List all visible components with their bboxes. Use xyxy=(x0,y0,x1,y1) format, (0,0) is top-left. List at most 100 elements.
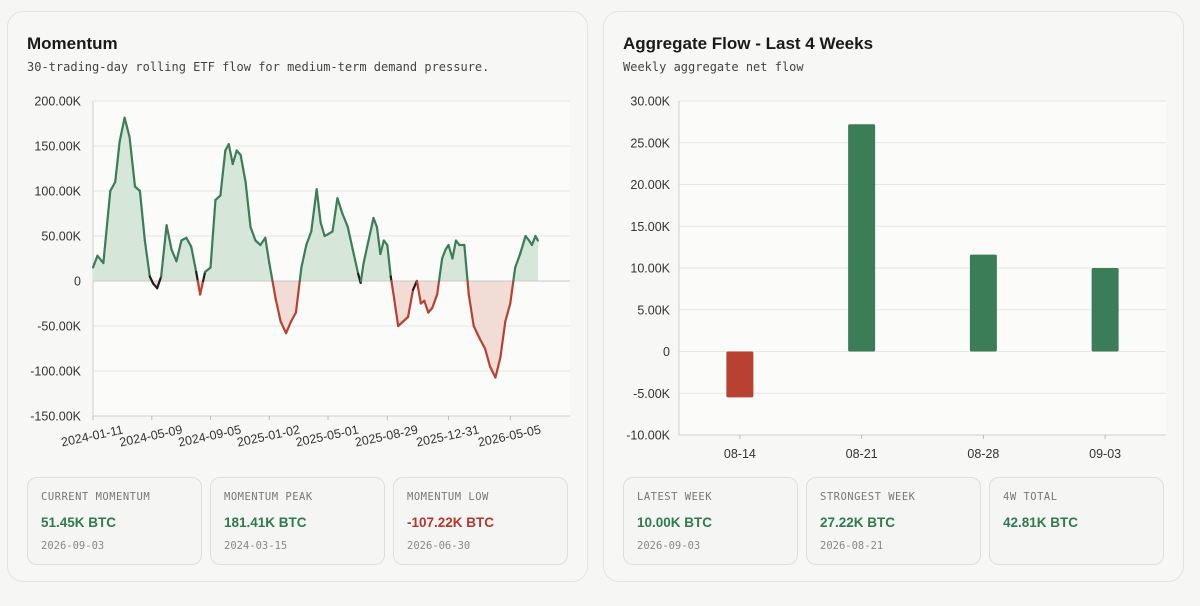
stat-4w-total: 4W TOTAL 42.81K BTC xyxy=(989,477,1164,565)
stat-label: STRONGEST WEEK xyxy=(820,491,916,503)
momentum-line-segment xyxy=(219,149,227,197)
y-tick-label: 100.00K xyxy=(34,185,81,199)
stat-momentum-peak: MOMENTUM PEAK 181.41K BTC 2024-03-15 xyxy=(210,477,385,565)
momentum-line-segment xyxy=(509,279,515,305)
momentum-line-segment xyxy=(91,254,99,269)
momentum-line-segment xyxy=(359,261,365,283)
y-tick-label: 150.00K xyxy=(34,140,81,154)
y-tick-label: 15.00K xyxy=(630,220,670,234)
momentum-line-segment xyxy=(143,239,151,278)
momentum-line-segment xyxy=(244,180,252,229)
momentum-line-segment xyxy=(268,261,274,283)
momentum-line-segment xyxy=(123,116,131,139)
momentum-line-segment xyxy=(203,266,212,274)
y-tick-label: 10.00K xyxy=(630,262,670,276)
stat-date: 2026-09-03 xyxy=(41,540,105,552)
y-tick-label: -150.00K xyxy=(30,410,81,424)
momentum-line-segment xyxy=(138,189,146,242)
momentum-line-segment xyxy=(362,239,370,265)
momentum-line-segment xyxy=(351,248,360,275)
momentum-line-segment xyxy=(390,279,396,301)
stat-date: 2026-08-21 xyxy=(820,540,884,552)
momentum-line-segment xyxy=(479,338,487,350)
momentum-line-segment xyxy=(315,188,322,224)
momentum-line-segment xyxy=(436,279,441,296)
y-tick-label: -50.00K xyxy=(37,320,81,334)
momentum-line-segment xyxy=(227,143,234,166)
y-tick-label: 30.00K xyxy=(630,95,670,109)
bar-08-28 xyxy=(969,254,997,352)
momentum-line-segment xyxy=(185,236,193,248)
stat-value: -107.22K BTC xyxy=(407,515,495,530)
momentum-line-segment xyxy=(202,270,207,283)
bar-08-21 xyxy=(848,124,876,352)
aggregate-title: Aggregate Flow - Last 4 Weeks xyxy=(623,34,874,53)
x-tick-label: 2025-05-01 xyxy=(294,423,360,450)
stat-strongest-week: STRONGEST WEEK 27.22K BTC 2026-08-21 xyxy=(806,477,981,565)
x-tick-label: 2026-05-05 xyxy=(477,423,543,450)
momentum-line-segment xyxy=(393,297,400,328)
x-tick-label: 08-14 xyxy=(724,447,756,461)
aggregate-panel: Aggregate Flow - Last 4 Weeks Weekly agg… xyxy=(603,11,1184,582)
momentum-line-segment xyxy=(463,243,469,283)
x-tick-label: 08-21 xyxy=(846,447,878,461)
momentum-line-segment xyxy=(209,198,217,269)
momentum-line-segment xyxy=(289,311,298,323)
momentum-line-segment xyxy=(401,315,410,323)
momentum-line-segment xyxy=(284,320,293,335)
y-tick-label: 200.00K xyxy=(34,95,81,109)
momentum-line-segment xyxy=(199,279,205,296)
momentum-line-segment xyxy=(406,288,415,319)
y-tick-label: 50.00K xyxy=(41,230,81,244)
momentum-line-segment xyxy=(379,239,385,256)
stat-label: 4W TOTAL xyxy=(1003,491,1058,503)
momentum-line-segment xyxy=(451,239,458,260)
momentum-line-segment xyxy=(310,188,318,233)
momentum-line-segment xyxy=(160,224,168,278)
momentum-line-segment xyxy=(195,270,199,283)
x-tick-label: 2024-01-11 xyxy=(60,423,125,450)
momentum-line-segment xyxy=(305,230,313,247)
momentum-line-segment xyxy=(264,236,271,265)
momentum-line-segment xyxy=(530,234,537,247)
momentum-line-segment xyxy=(483,347,492,368)
momentum-line-segment xyxy=(415,279,422,305)
momentum-line-segment xyxy=(466,279,470,296)
y-tick-label: 0 xyxy=(663,345,670,359)
momentum-chart: 200.00K 150.00K 100.00K 50.00K 0 -50.00K -100.… xyxy=(30,95,570,450)
y-tick-label: -5.00K xyxy=(633,387,670,401)
momentum-line-segment xyxy=(519,234,527,256)
stat-value: 10.00K BTC xyxy=(637,515,713,530)
momentum-line-segment xyxy=(372,216,379,229)
momentum-line-segment xyxy=(397,320,405,328)
stat-latest-week: LATEST WEEK 10.00K BTC 2026-09-03 xyxy=(623,477,798,565)
stat-value: 27.22K BTC xyxy=(820,515,896,530)
stat-date: 2026-09-03 xyxy=(637,540,701,552)
y-tick-label: 5.00K xyxy=(637,303,670,317)
stat-value: 181.41K BTC xyxy=(224,515,307,530)
momentum-line-segment xyxy=(128,135,137,188)
momentum-line-segment xyxy=(133,185,142,193)
momentum-line-segment xyxy=(341,212,349,229)
momentum-line-segment xyxy=(534,234,540,242)
momentum-subtitle: 30-trading-day rolling ETF flow for medi… xyxy=(27,60,490,74)
momentum-line-segment xyxy=(431,293,439,310)
stat-momentum-low: MOMENTUM LOW -107.22K BTC 2026-06-30 xyxy=(393,477,568,565)
x-tick-label: 2025-01-02 xyxy=(236,423,302,450)
momentum-line-segment xyxy=(165,224,173,251)
momentum-title: Momentum xyxy=(27,34,118,53)
x-tick-label: 2025-08-29 xyxy=(354,423,420,450)
y-tick-label: -100.00K xyxy=(30,365,81,379)
momentum-line-segment xyxy=(156,279,161,290)
momentum-line-segment xyxy=(114,140,121,184)
momentum-line-segment xyxy=(494,356,502,379)
momentum-line-segment xyxy=(467,293,475,328)
momentum-line-segment xyxy=(386,243,392,278)
momentum-line-segment xyxy=(441,248,447,260)
stat-date: 2024-03-15 xyxy=(224,540,288,552)
stat-value: 51.45K BTC xyxy=(41,515,117,530)
bar-09-03 xyxy=(1091,268,1119,352)
momentum-line-segment xyxy=(214,194,222,202)
momentum-line-segment xyxy=(109,180,117,193)
momentum-line-segment xyxy=(375,225,382,256)
